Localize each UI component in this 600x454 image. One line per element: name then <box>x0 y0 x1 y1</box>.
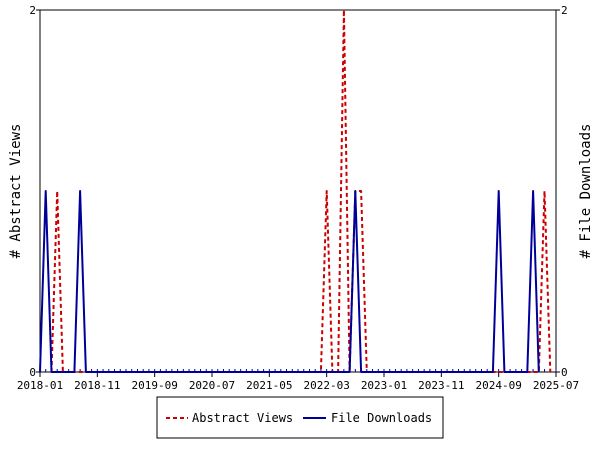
plot-frame <box>39 9 557 373</box>
x-tick-label: 2023-11 <box>418 379 464 392</box>
series-line-file-downloads <box>39 190 540 373</box>
x-tick-label: 2020-07 <box>189 379 235 392</box>
legend-label-file-downloads: File Downloads <box>331 411 432 425</box>
x-tick-label: 2021-05 <box>246 379 292 392</box>
series-layer <box>39 9 552 373</box>
y-axis-label-left: # Abstract Views <box>8 124 24 259</box>
y-tick-right-top: 2 <box>561 4 568 17</box>
x-tick-label: 2024-09 <box>475 379 521 392</box>
y-axis-label-right: # File Downloads <box>578 124 594 259</box>
y-tick-right-bottom: 0 <box>561 366 568 379</box>
x-tick-label: 2018-01 <box>17 379 63 392</box>
legend-box <box>156 396 444 439</box>
x-tick-label: 2018-11 <box>74 379 120 392</box>
x-tick-label: 2025-07 <box>533 379 579 392</box>
x-tick-label: 2022-03 <box>303 379 349 392</box>
x-tick-label: 2023-01 <box>361 379 407 392</box>
legend-label-abstract-views: Abstract Views <box>192 411 293 425</box>
y-tick-left-bottom: 0 <box>29 366 36 379</box>
x-tick-label: 2019-09 <box>131 379 177 392</box>
x-tick-labels: 2018-01 2018-11 2019-09 2020-07 2021-05 2022-… <box>17 379 579 392</box>
y-tick-left-top: 2 <box>29 4 36 17</box>
